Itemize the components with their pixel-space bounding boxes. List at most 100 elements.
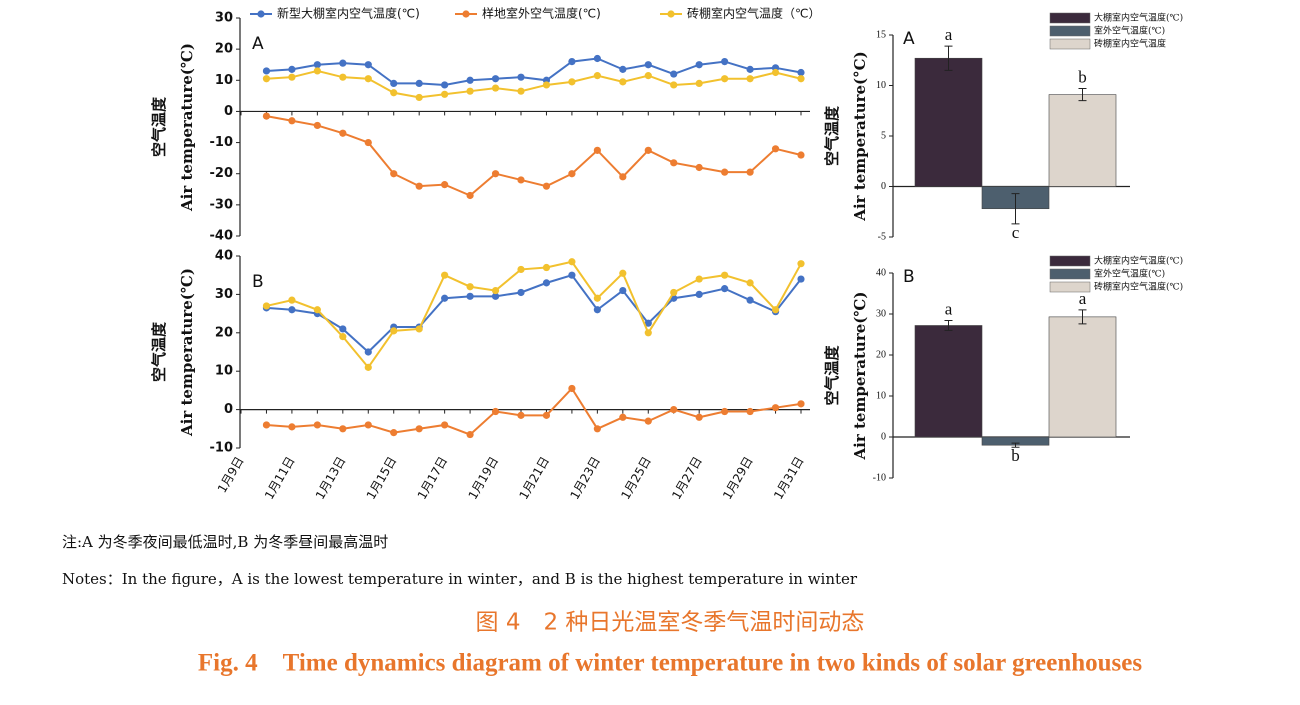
- point: [568, 271, 576, 279]
- point: [441, 421, 449, 429]
- point: [390, 170, 398, 178]
- legend-swatch: [1049, 38, 1091, 50]
- point: [542, 182, 551, 190]
- point: [491, 407, 500, 416]
- point: [262, 112, 271, 120]
- legend-swatch: [1049, 255, 1091, 267]
- point: [797, 400, 805, 408]
- point: [746, 296, 754, 304]
- y-axis-label-cn: 空气温度: [823, 345, 841, 406]
- series-line: [266, 386, 802, 436]
- legend-label: 砖棚室内空气温度(℃): [1094, 281, 1183, 293]
- panel-label: A: [252, 34, 264, 54]
- point: [619, 173, 627, 181]
- note-cn: 注:A 为冬季夜间最低温时,B 为冬季昼间最高温时: [62, 533, 388, 551]
- point: [644, 61, 652, 69]
- y-tick-label: 5: [881, 130, 886, 141]
- y-tick-label: 10: [215, 364, 233, 379]
- point: [517, 176, 525, 184]
- point: [364, 421, 372, 429]
- point: [441, 90, 449, 98]
- point: [491, 286, 500, 295]
- point: [619, 413, 627, 421]
- point: [339, 333, 347, 341]
- point: [797, 260, 805, 268]
- point: [415, 325, 423, 333]
- y-axis-label-cn: 空气温度: [823, 105, 841, 166]
- y-axis-label: Air temperature(°C): [851, 51, 869, 221]
- y-axis-label-cn: 空气温度: [150, 96, 168, 157]
- point: [721, 271, 729, 279]
- point: [288, 65, 296, 73]
- point: [695, 79, 703, 87]
- bar-letter: b: [1011, 446, 1020, 465]
- y-tick-label: -5: [878, 231, 886, 242]
- y-axis-label: Air temperature(℃): [178, 268, 196, 437]
- point: [619, 65, 627, 73]
- point: [593, 146, 601, 154]
- error-bar: [1011, 193, 1020, 225]
- point: [339, 425, 347, 433]
- point: [415, 182, 423, 190]
- x-tick-label: 1月23日: [567, 454, 603, 502]
- point: [721, 58, 729, 66]
- point: [390, 79, 398, 87]
- legend-dot: [462, 10, 470, 18]
- point: [491, 84, 500, 92]
- series-line: [266, 57, 802, 86]
- legend-label: 大棚室内空气温度(℃): [1094, 12, 1183, 24]
- error-bar: [944, 320, 953, 331]
- point: [441, 81, 449, 89]
- legend-dot: [667, 10, 675, 18]
- y-axis-label-cn: 空气温度: [150, 321, 168, 382]
- point: [466, 430, 474, 439]
- x-tick-label: 1月27日: [669, 454, 705, 502]
- y-tick-label: -40: [210, 229, 234, 244]
- point: [415, 93, 423, 102]
- point: [644, 417, 652, 425]
- x-tick-label: 1月31日: [771, 454, 807, 502]
- legend-dot: [257, 10, 265, 18]
- legend-label: 样地室外空气温度(℃): [482, 6, 601, 21]
- point: [339, 325, 347, 333]
- point: [364, 75, 372, 83]
- point: [364, 61, 372, 69]
- point: [670, 70, 678, 78]
- point: [288, 296, 296, 304]
- point: [339, 59, 347, 67]
- point: [466, 292, 474, 300]
- point: [466, 283, 474, 291]
- point: [441, 294, 449, 302]
- point: [746, 407, 754, 416]
- point: [721, 75, 729, 83]
- x-tick-label: 1月11日: [262, 454, 298, 502]
- point: [644, 319, 652, 327]
- panel-label: A: [903, 29, 915, 49]
- y-tick-label: 10: [876, 390, 886, 401]
- point: [593, 294, 601, 302]
- y-tick-label: 40: [876, 267, 886, 278]
- point: [721, 168, 729, 176]
- point: [593, 306, 601, 314]
- point: [619, 78, 627, 86]
- point: [364, 138, 372, 147]
- point: [568, 170, 576, 178]
- point: [517, 411, 525, 419]
- series-line: [266, 274, 802, 354]
- legend-label: 大棚室内空气温度(℃): [1094, 255, 1183, 267]
- point: [466, 76, 474, 84]
- point: [593, 425, 601, 433]
- point: [695, 413, 703, 421]
- legend-label: 砖棚室内空气温度: [1094, 38, 1166, 50]
- y-tick-label: 20: [215, 325, 233, 340]
- point: [288, 117, 296, 125]
- point: [771, 68, 780, 77]
- point: [721, 407, 729, 416]
- y-tick-label: 0: [224, 402, 233, 417]
- point: [771, 145, 780, 153]
- point: [491, 75, 500, 83]
- point: [466, 191, 474, 200]
- point: [542, 411, 551, 419]
- point: [517, 73, 525, 81]
- point: [644, 329, 652, 337]
